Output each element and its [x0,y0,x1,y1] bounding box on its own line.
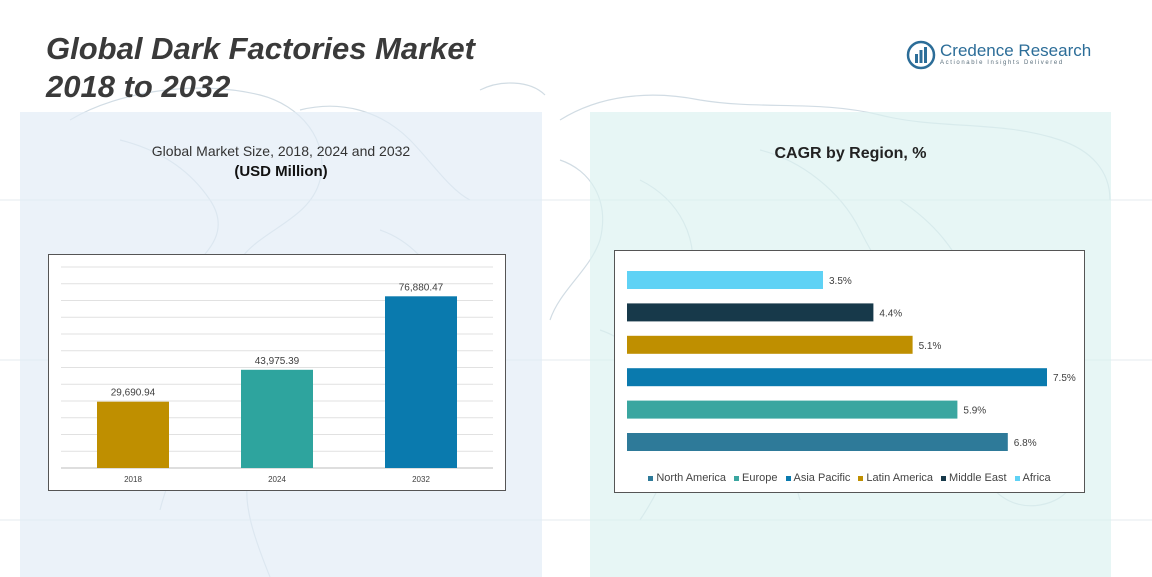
data-label-north-america: 6.8% [1014,438,1037,449]
bar-africa [627,271,823,289]
legend-item-europe: Europe [734,472,778,484]
legend-swatch [734,475,740,481]
legend-item-asia-pacific: Asia Pacific [785,472,851,484]
legend-swatch [1014,475,1020,481]
cagr-legend: North America Europe Asia Pacific Latin Ame… [615,472,1084,484]
bar-latin-america [627,335,913,354]
cagr-title: CAGR by Region, % [774,145,927,162]
title-line-1: Global Dark Factories Market [46,31,475,66]
legend-label: Middle East [949,472,1007,484]
cagr-chart-svg: 3.5% 4.4% 5.1% 7.5% 5.9% 6.8% [627,271,1076,451]
data-label-2032: 76,880.47 [399,282,444,293]
data-label-2024: 43,975.39 [255,356,300,367]
legend-label: Latin America [866,472,934,484]
legend-swatch [648,475,654,481]
legend-label: Europe [742,472,778,484]
brand-tagline: Actionable Insights Delivered [940,60,1064,66]
market-size-chart: 29,690.94 2018 43,975.39 2024 76,880.47 2032 [48,254,506,491]
x-tick-2032: 2032 [412,475,430,484]
legend-swatch [858,475,864,481]
bar-europe [627,400,958,419]
legend-item-africa: Africa [1014,472,1051,484]
bar-2024 [241,369,313,468]
legend-label: North America [656,472,727,484]
market-size-unit: (USD Million) [234,163,328,180]
x-tick-2024: 2024 [268,475,286,484]
x-tick-2018: 2018 [124,475,142,484]
bar-2018 [97,401,169,468]
data-label-africa: 3.5% [829,276,852,287]
legend-swatch [785,475,791,481]
bar-asia-pacific [627,368,1047,387]
legend-label: Asia Pacific [793,472,851,484]
brand-logo[interactable]: Credence Research Actionable Insights De… [906,40,1096,72]
bar-north-america [627,433,1008,451]
data-label-latin-america: 5.1% [919,341,942,352]
data-label-2018: 29,690.94 [111,388,156,399]
market-size-subtitle: Global Market Size, 2018, 2024 and 2032 [151,143,411,159]
bar-middle-east [627,303,874,322]
legend-item-north-america: North America [648,472,726,484]
legend-swatch [941,475,947,481]
brand-name: Credence Research [940,41,1092,60]
legend-label: Africa [1022,472,1051,484]
bar-2032 [385,296,457,468]
legend-item-latin-america: Latin America [858,472,933,484]
data-label-middle-east: 4.4% [879,308,902,319]
page-title: Global Dark Factories Market 2018 to 203… [46,30,566,106]
bar-chart-logo-icon [906,40,936,70]
data-label-europe: 5.9% [963,406,986,417]
market-size-chart-svg: 29,690.94 2018 43,975.39 2024 76,880.47 2032 [61,266,493,484]
legend-item-middle-east: Middle East [941,472,1007,484]
title-line-2: 2018 to 2032 [46,69,231,104]
data-label-asia-pacific: 7.5% [1053,373,1076,384]
cagr-chart: 3.5% 4.4% 5.1% 7.5% 5.9% 6.8% North America Eu… [614,250,1085,493]
